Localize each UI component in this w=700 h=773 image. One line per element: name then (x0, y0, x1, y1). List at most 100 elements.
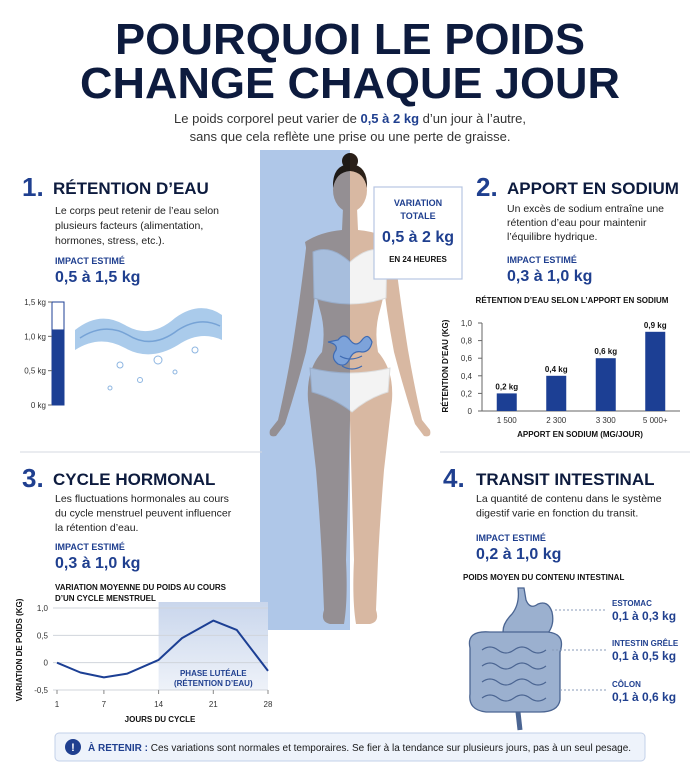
digestive-illustration (468, 587, 606, 731)
phase-label: (RÉTENTION D’EAU) (174, 679, 253, 688)
y-tick-label: 0 kg (31, 401, 46, 410)
footer-icon (65, 739, 81, 755)
organ-value: 0,1 à 0,3 kg (612, 609, 676, 623)
bar (496, 393, 517, 411)
variation-value: 0,5 à 2 kg (382, 229, 454, 246)
body-illustration (260, 150, 431, 630)
bar (645, 331, 666, 411)
section-title: RÉTENTION D’EAU (53, 179, 209, 198)
organ-value: 0,1 à 0,5 kg (612, 649, 676, 663)
subtitle: Le poids corporel peut varier de 0,5 à 2… (174, 111, 526, 126)
footer-message: Ces variations sont normales et temporai… (148, 743, 631, 754)
section-title: TRANSIT INTESTINAL (476, 470, 655, 489)
y-axis-label: RÉTENTION D’EAU (KG) (441, 319, 450, 412)
y-tick-label: 0,6 (461, 354, 473, 363)
impact-value: 0,3 à 1,0 kg (55, 555, 140, 572)
chart-title: VARIATION MOYENNE DU POIDS AU COURS (55, 583, 227, 592)
y-tick-label: 0,5 (37, 631, 49, 640)
organ-name: INTESTIN GRÊLE (612, 639, 679, 648)
impact-label: IMPACT ESTIMÉ (476, 533, 546, 543)
section-text: plusieurs facteurs (alimentation, (55, 220, 203, 232)
section-text: Un excès de sodium entraîne une (507, 203, 664, 215)
section-title: APPORT EN SODIUM (507, 179, 679, 198)
section-text: du cycle menstruel peuvent influencer (55, 508, 232, 520)
x-tick-label: 1 (55, 700, 60, 709)
y-tick-label: 1,0 (37, 604, 49, 613)
section-title: CYCLE HORMONAL (53, 470, 215, 489)
value-label: 0,9 kg (644, 321, 667, 330)
y-tick-label: 0,4 (461, 372, 473, 381)
water-illustration (75, 308, 222, 391)
value-label: 0,2 kg (495, 382, 518, 391)
value-label: 0,4 kg (545, 365, 568, 374)
subtitle: sans que cela reflète une prise ou une p… (190, 129, 511, 144)
section-text: Le corps peut retenir de l’eau selon (55, 205, 219, 217)
x-tick-label: 2 300 (546, 416, 567, 425)
impact-value: 0,2 à 1,0 kg (476, 546, 561, 563)
section-number: 2. (476, 172, 498, 202)
subtitle-text: Le poids corporel peut varier de (174, 111, 360, 126)
impact-value: 0,5 à 1,5 kg (55, 269, 140, 286)
y-tick-label: -0,5 (34, 686, 48, 695)
impact-label: IMPACT ESTIMÉ (55, 542, 125, 552)
section-text: Les fluctuations hormonales au cours (55, 493, 229, 505)
impact-label: IMPACT ESTIMÉ (507, 255, 577, 265)
section-number: 1. (22, 172, 44, 202)
x-tick-label: 5 000+ (643, 416, 668, 425)
organ-name: CÔLON (612, 680, 641, 689)
variation-label: TOTALE (400, 211, 435, 221)
sodium-chart: 0 0,2 0,4 0,6 0,8 1,0 0,2 kg 1 500 0,4 kg 2 300 0,… (461, 319, 680, 425)
cycle-chart: PHASE LUTÉALE(RÉTENTION D’EAU) -0,5 0 0,5 1,… (34, 602, 273, 709)
section-text: la rétention d’eau. (55, 522, 138, 534)
footer-box (54, 732, 646, 762)
footer-icon-text: ! (71, 742, 75, 754)
x-tick-label: 1 500 (497, 416, 518, 425)
y-tick-label: 0,2 (461, 389, 473, 398)
y-axis-label: VARIATION DE POIDS (KG) (15, 598, 24, 701)
impact-value: 0,3 à 1,0 kg (507, 268, 592, 285)
y-tick-label: 1,0 kg (24, 332, 46, 341)
y-tick-label: 1,5 kg (24, 298, 46, 307)
chart-title: RÉTENTION D’EAU SELON L’APPORT EN SODIUM (476, 296, 669, 305)
bar (546, 375, 567, 411)
footer-text: À RETENIR : Ces variations sont normales… (88, 741, 631, 754)
x-tick-label: 14 (154, 700, 163, 709)
x-tick-label: 7 (102, 700, 107, 709)
section-number: 4. (443, 463, 465, 493)
variation-note: EN 24 HEURES (389, 255, 447, 264)
x-tick-label: 3 300 (596, 416, 617, 425)
y-tick-label: 0 (44, 659, 49, 668)
value-label: 0,6 kg (594, 347, 617, 356)
title-line: CHANGE CHAQUE JOUR (80, 59, 620, 108)
section-text: l’équilibre hydrique. (507, 231, 597, 243)
variation-box (373, 186, 463, 280)
y-tick-label: 0,8 (461, 337, 473, 346)
x-axis-label: APPORT EN SODIUM (MG/JOUR) (517, 430, 643, 439)
subtitle-text: d’un jour à l’autre, (419, 111, 526, 126)
subtitle-highlight: 0,5 à 2 kg (360, 111, 419, 126)
water-gauge: 0 kg 0,5 kg 1,0 kg 1,5 kg (24, 298, 65, 410)
diagram-label: POIDS MOYEN DU CONTENU INTESTINAL (463, 573, 624, 582)
section-text: La quantité de contenu dans le système (476, 493, 662, 505)
y-tick-label: 1,0 (461, 319, 473, 328)
y-tick-label: 0,5 kg (24, 367, 46, 376)
section-text: digestif varie en fonction du transit. (476, 508, 638, 520)
variation-label: VARIATION (394, 198, 442, 208)
chart-title: D’UN CYCLE MENSTRUEL (55, 594, 156, 603)
footer-label: À RETENIR : (88, 741, 148, 754)
impact-label: IMPACT ESTIMÉ (55, 256, 125, 266)
organ-name: ESTOMAC (612, 599, 652, 608)
x-tick-label: 21 (209, 700, 218, 709)
x-axis-label: JOURS DU CYCLE (125, 715, 196, 724)
section-number: 3. (22, 463, 44, 493)
bar (595, 358, 616, 411)
weight-line (56, 619, 269, 679)
phase-label: PHASE LUTÉALE (180, 669, 247, 678)
sections: 1. RÉTENTION D’EAU Le corps peut retenir d… (22, 172, 679, 572)
y-tick-label: 0 (468, 407, 473, 416)
x-tick-label: 28 (264, 700, 273, 709)
title-line: POURQUOI LE POIDS (115, 15, 585, 64)
organ-value: 0,1 à 0,6 kg (612, 690, 676, 704)
